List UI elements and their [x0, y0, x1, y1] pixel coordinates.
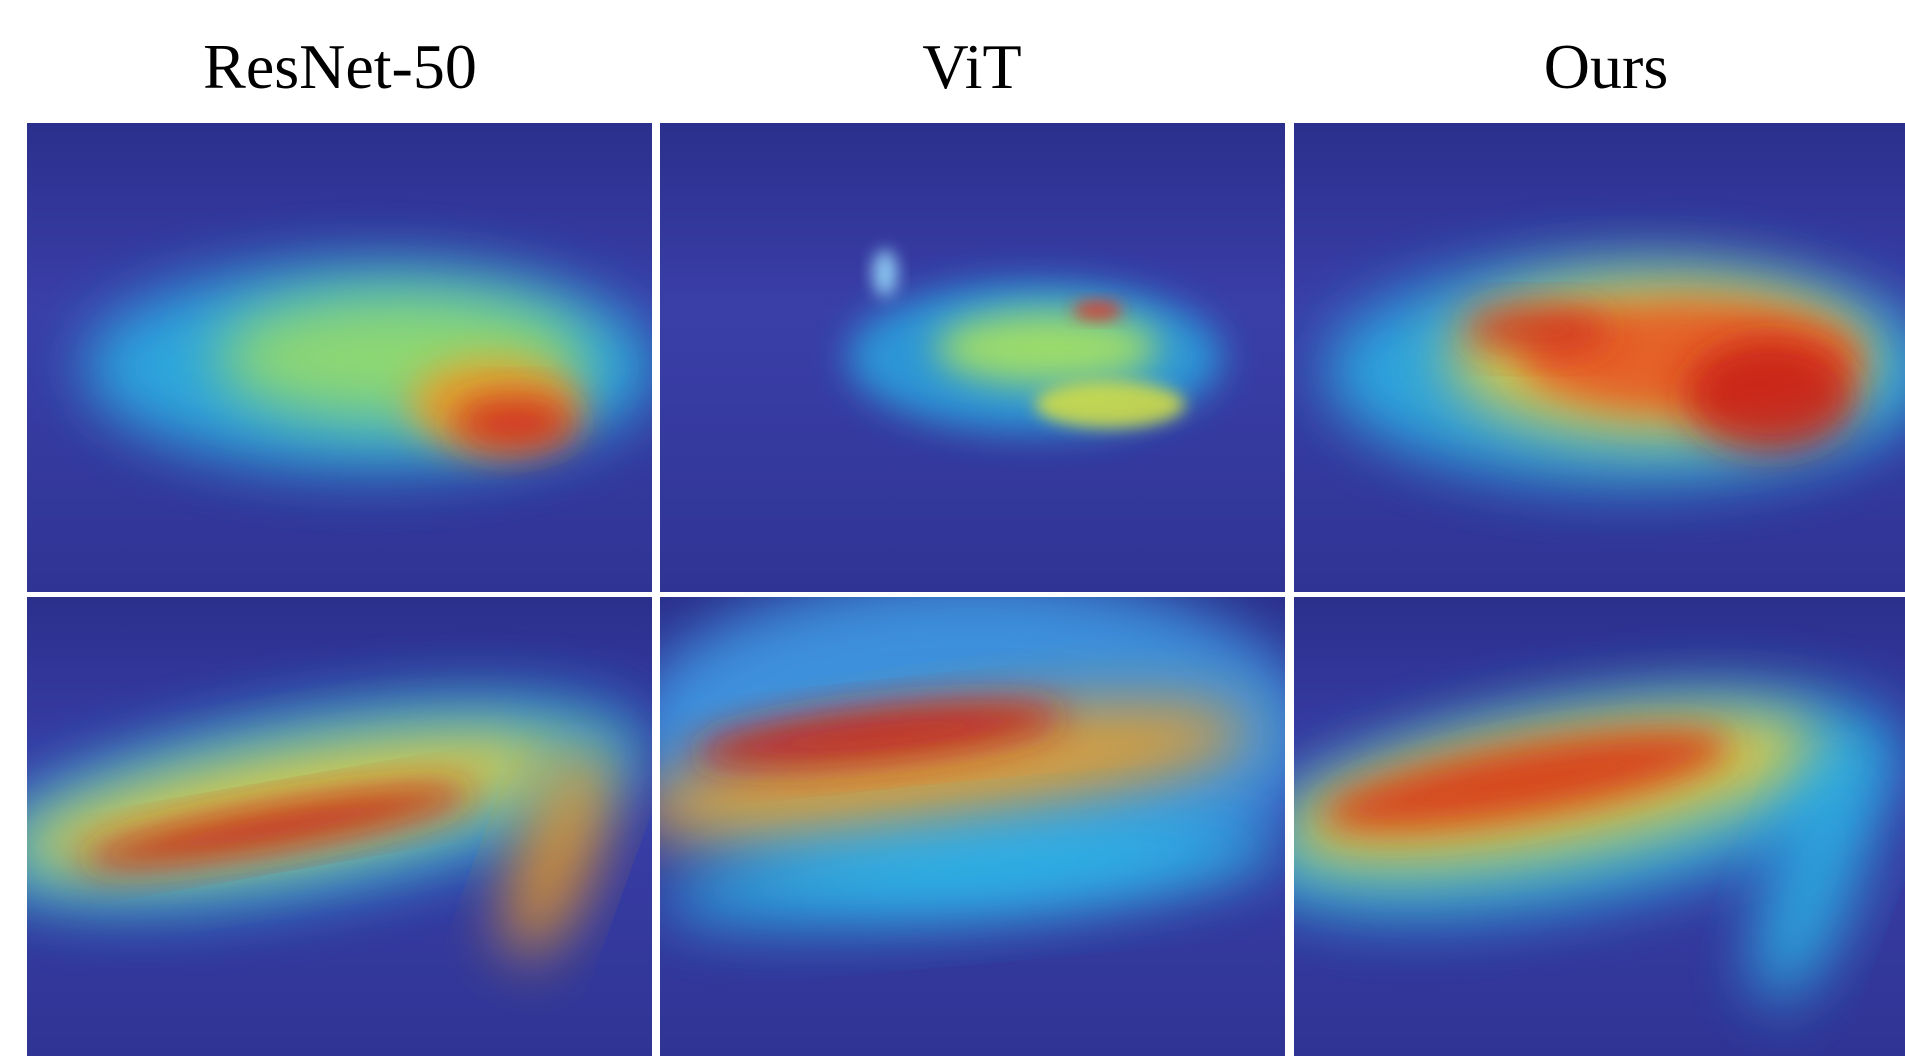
column-title: ResNet-50 [203, 31, 477, 102]
heat-blob [452, 395, 577, 451]
heat-blob [1465, 306, 1612, 353]
column-title: ViT [922, 31, 1021, 102]
figure: ResNet-50 ViT Ours [0, 0, 1905, 1056]
heat-blob [1685, 339, 1856, 452]
heatmap-panel [1294, 123, 1905, 592]
heat-blob [1073, 301, 1123, 320]
heatmap-panel [660, 123, 1285, 592]
panels [0, 123, 1905, 1056]
heat-blob [1035, 381, 1185, 428]
heat-blob [935, 311, 1160, 386]
heatmap-panel [0, 597, 663, 1056]
heatmap-panel [1220, 597, 1905, 1056]
column-title: Ours [1544, 31, 1668, 102]
page: {"columns": [{"title": "ResNet-50"}, {"t… [0, 0, 1905, 1056]
heat-blob [873, 250, 898, 297]
heatmap-panel [27, 123, 658, 592]
heatmap-panel [624, 574, 1316, 1056]
